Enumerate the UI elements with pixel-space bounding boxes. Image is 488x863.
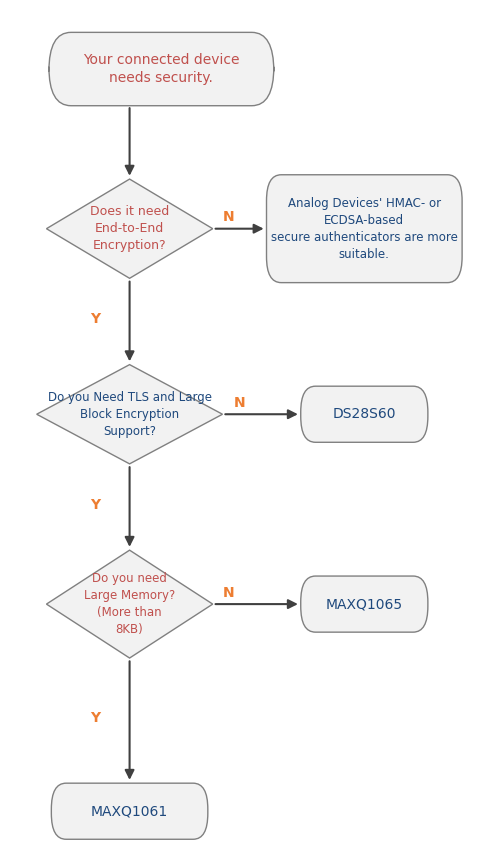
FancyBboxPatch shape [51,784,207,839]
Text: Analog Devices' HMAC- or
ECDSA-based
secure authenticators are more
suitable.: Analog Devices' HMAC- or ECDSA-based sec… [270,197,457,261]
Text: Y: Y [90,498,100,512]
Polygon shape [46,551,212,658]
Text: Your connected device
needs security.: Your connected device needs security. [83,53,239,85]
FancyBboxPatch shape [266,175,461,283]
Text: N: N [223,211,234,224]
Text: N: N [223,586,234,600]
FancyBboxPatch shape [49,32,273,106]
Text: Does it need
End-to-End
Encryption?: Does it need End-to-End Encryption? [90,205,169,252]
Text: Do you need
Large Memory?
(More than
8KB): Do you need Large Memory? (More than 8KB… [84,572,175,636]
FancyBboxPatch shape [300,387,427,442]
FancyBboxPatch shape [300,576,427,632]
Text: MAXQ1065: MAXQ1065 [325,597,402,611]
Text: Do you Need TLS and Large
Block Encryption
Support?: Do you Need TLS and Large Block Encrypti… [47,391,211,438]
Text: Y: Y [90,312,100,326]
Polygon shape [37,365,222,464]
Text: DS28S60: DS28S60 [332,407,395,421]
Text: N: N [233,396,245,410]
Text: MAXQ1061: MAXQ1061 [91,804,168,818]
Polygon shape [46,180,212,278]
Text: Y: Y [90,711,100,725]
